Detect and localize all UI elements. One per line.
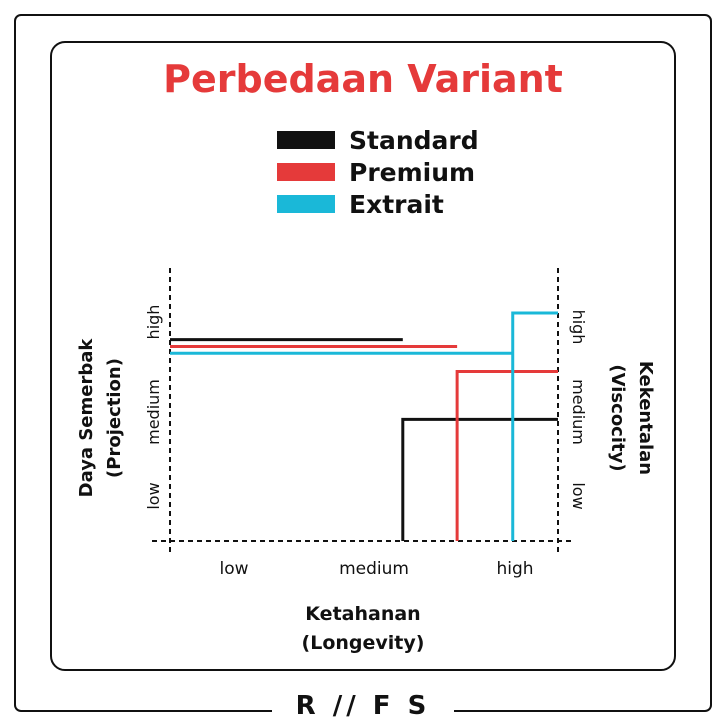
y-left-tick-high: high xyxy=(144,305,163,340)
y-left-tick-group-high: high xyxy=(144,305,163,340)
y-left-axis-label: Daya Semerbak (Projection) xyxy=(76,338,125,498)
y-right-tick-low: low xyxy=(569,482,588,509)
legend-label-premium: Premium xyxy=(349,158,475,187)
series-line-extrait xyxy=(170,311,558,541)
y-left-tick-group-low: low xyxy=(144,482,163,509)
y-right-tick-high: high xyxy=(569,310,588,345)
legend-swatch-extrait xyxy=(277,195,335,213)
x-axis-label-line2: (Longevity) xyxy=(302,632,425,654)
y-right-tick-group-medium: medium xyxy=(569,379,588,445)
series-line-standard xyxy=(170,338,558,541)
y-left-tick-medium: medium xyxy=(144,379,163,445)
x-axis-label-line1: Ketahanan xyxy=(305,603,420,625)
x-tick-labels: low medium high xyxy=(219,559,533,579)
x-tick-low: low xyxy=(219,559,248,579)
y-right-tick-labels: low medium high xyxy=(569,310,588,510)
y-right-tick-group-high: high xyxy=(569,310,588,345)
y-right-axis-label-line1: Kekentalan xyxy=(635,361,656,475)
y-left-tick-low: low xyxy=(144,482,163,509)
chart-title: Perbedaan Variant xyxy=(163,57,563,101)
y-right-axis-label: Kekentalan (Viscocity) xyxy=(607,361,656,475)
y-left-axis-label-line2: (Projection) xyxy=(104,358,125,478)
y-left-tick-group-medium: medium xyxy=(144,379,163,445)
inner-panel xyxy=(50,41,676,671)
legend: Standard Premium Extrait xyxy=(277,126,479,219)
y-left-axis-label-line1: Daya Semerbak xyxy=(76,338,97,498)
footer-logo-background xyxy=(272,690,454,720)
series-lines xyxy=(170,311,558,541)
y-left-tick-labels: low medium high xyxy=(144,305,163,510)
legend-swatch-standard xyxy=(277,131,335,149)
x-tick-high: high xyxy=(496,559,533,579)
x-tick-medium: medium xyxy=(339,559,409,579)
y-right-axis-label-line2: (Viscocity) xyxy=(607,364,628,471)
footer-logo: R ∕∕ F S xyxy=(296,691,431,721)
y-right-tick-medium: medium xyxy=(569,379,588,445)
y-right-tick-group-low: low xyxy=(569,482,588,509)
legend-label-extrait: Extrait xyxy=(349,190,444,219)
legend-swatch-premium xyxy=(277,163,335,181)
legend-label-standard: Standard xyxy=(349,126,479,155)
series-line-premium xyxy=(170,344,558,541)
